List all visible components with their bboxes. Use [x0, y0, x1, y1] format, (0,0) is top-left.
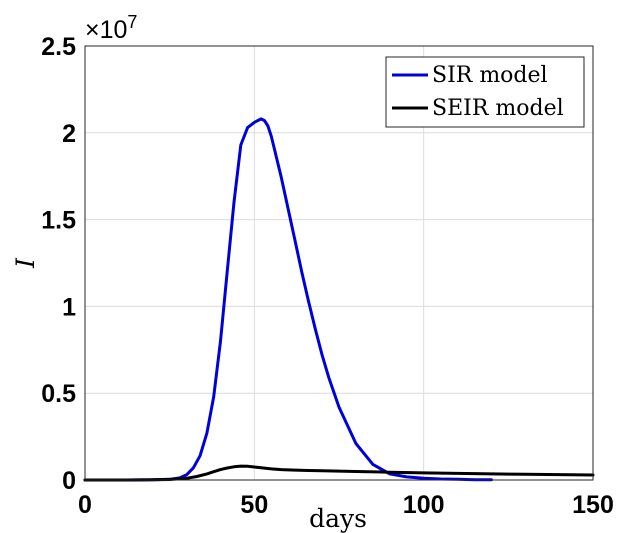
y-tick-label: 2.5 — [41, 33, 76, 61]
x-tick-label: 50 — [240, 491, 268, 519]
x-tick-label: 150 — [572, 491, 614, 519]
legend-box — [385, 56, 585, 128]
y-tick-label: 1 — [62, 293, 76, 321]
series-line-seir — [83, 464, 595, 482]
y-tick-label: 1.5 — [41, 207, 76, 235]
y-axis-label: I — [11, 257, 40, 269]
x-axis-label: days — [309, 504, 367, 533]
x-tick-label: 0 — [78, 491, 92, 519]
legend: SIR model SEIR model — [385, 56, 585, 128]
x-tick-labels: 0 50 100 150 — [78, 491, 614, 519]
y-tick-label: 0 — [62, 467, 76, 495]
series-line-sir — [83, 117, 493, 482]
y-tick-label: 0.5 — [41, 380, 76, 408]
y-tick-labels: 0 0.5 1 1.5 2 2.5 — [41, 33, 76, 495]
series-layer — [83, 117, 595, 482]
y-exponent-label: ×107 — [85, 12, 137, 44]
legend-label-seir: SEIR model — [432, 96, 564, 121]
y-tick-label: 2 — [62, 120, 76, 148]
legend-label-sir: SIR model — [432, 63, 548, 88]
x-tick-label: 100 — [403, 491, 445, 519]
plot-frame — [84, 45, 594, 481]
